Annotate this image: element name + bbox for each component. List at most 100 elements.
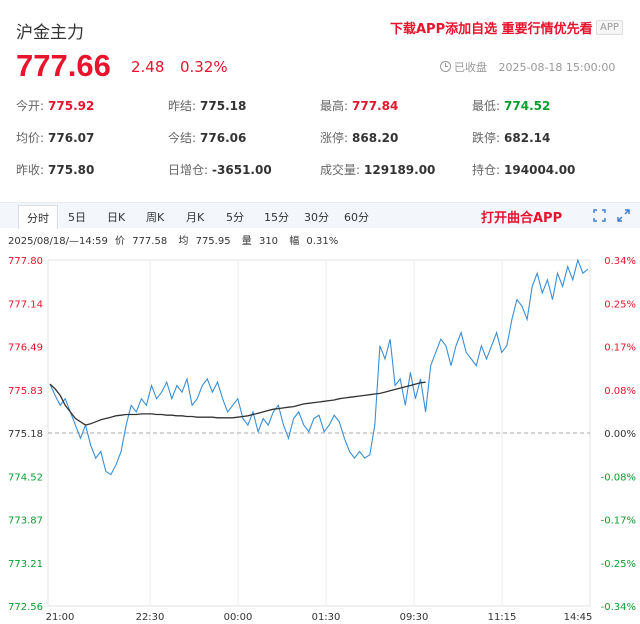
info-price-label: 价 <box>115 236 126 247</box>
tab-7[interactable]: 30分 <box>304 211 329 224</box>
info-amplitude: 0.31% <box>306 236 339 247</box>
stat-label: 最高: <box>320 99 349 113</box>
x-tick-label: 14:45 <box>564 612 593 623</box>
stat-item: 成交量: 129189.00 <box>320 161 435 178</box>
stat-value: 774.52 <box>504 99 551 113</box>
stat-label: 日增仓: <box>168 163 209 177</box>
stat-value: 194004.00 <box>504 163 576 177</box>
stat-item: 最高: 777.84 <box>320 97 398 114</box>
y-right-tick-label: -0.34% <box>601 602 636 613</box>
stat-item: 昨结: 775.18 <box>168 97 246 114</box>
y-left-tick-label: 777.14 <box>8 300 43 311</box>
y-left-tick-label: 775.18 <box>8 429 43 440</box>
y-left-tick-label: 772.56 <box>8 602 43 613</box>
stat-value: 682.14 <box>504 131 551 145</box>
last-price: 777.66 <box>16 48 111 83</box>
stat-label: 成交量: <box>320 163 361 177</box>
stat-label: 最低: <box>472 99 501 113</box>
y-left-tick-label: 774.52 <box>8 473 43 484</box>
expand-icon[interactable] <box>617 209 630 222</box>
stat-item: 跌停: 682.14 <box>472 129 550 146</box>
stat-value: -3651.00 <box>212 163 272 177</box>
stat-label: 跌停: <box>472 131 501 145</box>
stat-value: 129189.00 <box>364 163 436 177</box>
stat-label: 昨结: <box>168 99 197 113</box>
stat-value: 775.80 <box>48 163 95 177</box>
stat-value: 775.92 <box>48 99 95 113</box>
stat-label: 均价: <box>16 131 45 145</box>
y-left-tick-label: 776.49 <box>8 343 43 354</box>
download-app-promo[interactable]: 下载APP添加自选 重要行情优先看 <box>390 22 593 37</box>
x-tick-label: 09:30 <box>400 612 429 623</box>
open-app-link[interactable]: 打开曲合APP <box>481 211 563 226</box>
market-status-label: 已收盘 <box>454 61 487 74</box>
tab-0[interactable]: 分时 <box>18 205 58 229</box>
stats-row: 今开: 775.92 昨结: 775.18 最高: 777.84 最低: 774.52 <box>0 90 640 122</box>
stat-item: 涨停: 868.20 <box>320 129 398 146</box>
stat-label: 今结: <box>168 131 197 145</box>
info-volume: 310 <box>258 236 279 247</box>
average-line <box>49 381 426 426</box>
y-right-tick-label: 0.17% <box>604 343 636 354</box>
quote-datetime: 2025-08-18 15:00:00 <box>498 61 616 74</box>
y-right-tick-label: 0.08% <box>604 386 636 397</box>
tab-4[interactable]: 月K <box>186 211 205 224</box>
x-tick-label: 01:30 <box>312 612 341 623</box>
plot-frame <box>47 259 591 607</box>
info-time: 2025/08/18/—14:59 <box>8 236 108 247</box>
tab-1[interactable]: 5日 <box>68 211 86 224</box>
chart-period-tabs: 打开曲合APP 分时 5日 日K 周K 月K 5分 15分 30分 60分 <box>0 202 640 229</box>
tab-8[interactable]: 60分 <box>344 211 369 224</box>
price-change-percent: 0.32% <box>180 58 228 76</box>
tab-6[interactable]: 15分 <box>264 211 289 224</box>
stat-item: 昨收: 775.80 <box>16 161 94 178</box>
stat-item: 今结: 776.06 <box>168 129 246 146</box>
tab-5[interactable]: 5分 <box>226 211 244 224</box>
intraday-chart[interactable]: 777.80 0.34% 777.14 0.25% 776.49 0.17% 775.83 0… <box>0 250 640 624</box>
stats-grid: 今开: 775.92 昨结: 775.18 最高: 777.84 最低: 774.52 均价: 7… <box>0 90 640 186</box>
x-tick-label: 11:15 <box>488 612 517 623</box>
instrument-title: 沪金主力 <box>16 23 84 43</box>
y-right-tick-label: 0.34% <box>604 256 636 267</box>
y-right-tick-label: -0.17% <box>601 516 636 527</box>
stats-row: 昨收: 775.80 日增仓: -3651.00 成交量: 129189.00 持仓: 194… <box>0 154 640 186</box>
crosshair-info: 2025/08/18/—14:59 价 777.58 均 775.95 量 31… <box>8 232 346 247</box>
y-left-tick-label: 777.80 <box>8 256 43 267</box>
x-tick-label: 21:00 <box>46 612 75 623</box>
y-right-tick-label: 0.00% <box>604 429 636 440</box>
y-left-tick-label: 773.21 <box>8 559 43 570</box>
y-right-tick-label: -0.25% <box>601 559 636 570</box>
x-tick-label: 00:00 <box>224 612 253 623</box>
stat-item: 今开: 775.92 <box>16 97 94 114</box>
info-avg-label: 均 <box>178 236 189 247</box>
stats-row: 均价: 776.07 今结: 776.06 涨停: 868.20 跌停: 682.14 <box>0 122 640 154</box>
tab-2[interactable]: 日K <box>107 211 126 224</box>
info-volume-label: 量 <box>241 236 252 247</box>
stat-label: 今开: <box>16 99 45 113</box>
y-left-tick-label: 775.83 <box>8 386 43 397</box>
stat-value: 776.07 <box>48 131 95 145</box>
fullscreen-icon[interactable] <box>593 209 606 222</box>
stat-item: 持仓: 194004.00 <box>472 161 575 178</box>
price-change: 2.48 <box>131 58 165 76</box>
app-badge[interactable]: APP <box>596 20 623 35</box>
stat-value: 775.18 <box>200 99 247 113</box>
info-amplitude-label: 幅 <box>289 236 300 247</box>
quote-header: 沪金主力 下载APP添加自选 重要行情优先看 APP 777.66 2.48 0… <box>0 0 640 90</box>
price-line <box>49 258 589 476</box>
clock-icon <box>440 61 451 72</box>
info-avg: 775.95 <box>195 236 231 247</box>
stat-item: 日增仓: -3651.00 <box>168 161 272 178</box>
stat-value: 868.20 <box>352 131 399 145</box>
stat-label: 昨收: <box>16 163 45 177</box>
tab-3[interactable]: 周K <box>146 211 165 224</box>
stat-label: 持仓: <box>472 163 501 177</box>
stat-label: 涨停: <box>320 131 349 145</box>
y-right-tick-label: -0.08% <box>601 473 636 484</box>
y-left-tick-label: 773.87 <box>8 516 43 527</box>
stat-value: 777.84 <box>352 99 399 113</box>
stat-item: 最低: 774.52 <box>472 97 550 114</box>
stat-value: 776.06 <box>200 131 247 145</box>
x-tick-label: 22:30 <box>136 612 165 623</box>
market-status: 已收盘 2025-08-18 15:00:00 <box>440 59 615 75</box>
